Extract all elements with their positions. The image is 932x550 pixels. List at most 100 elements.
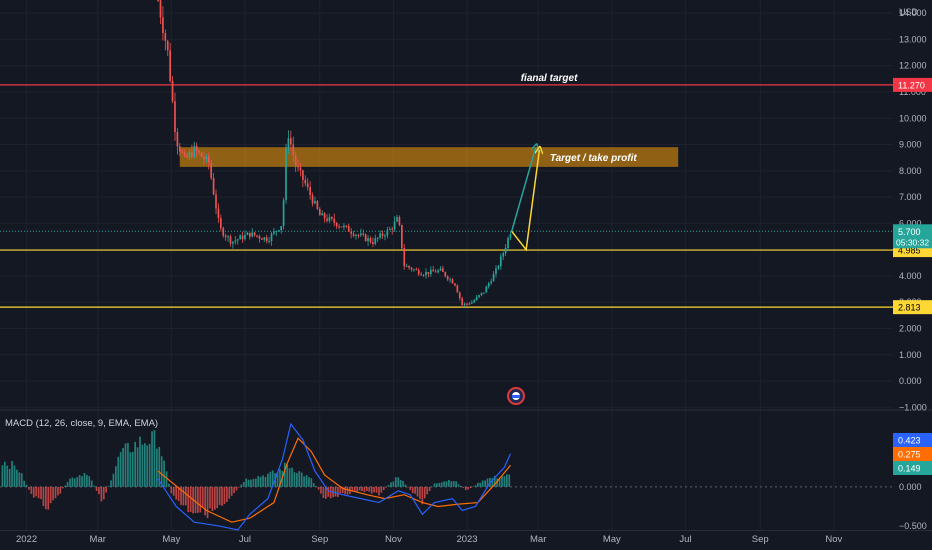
candle-body bbox=[294, 155, 297, 167]
histogram-bar bbox=[201, 486, 204, 508]
candle-body bbox=[287, 138, 290, 149]
histogram-bar bbox=[479, 482, 482, 487]
candle-body bbox=[432, 269, 435, 272]
tradingview-logo[interactable] bbox=[507, 387, 525, 405]
candle-body bbox=[422, 275, 425, 277]
candle-body bbox=[215, 194, 217, 209]
macd-value-tag bbox=[893, 447, 932, 461]
candle-body bbox=[451, 279, 454, 284]
histogram-bar bbox=[452, 481, 455, 487]
target-zone-label: Target / take profit bbox=[550, 153, 638, 164]
histogram-bar bbox=[259, 476, 262, 487]
time-tick-label: May bbox=[603, 534, 621, 545]
candle-body bbox=[379, 233, 381, 238]
histogram-bar bbox=[20, 473, 23, 487]
candle-body bbox=[169, 50, 171, 81]
histogram-bar bbox=[375, 486, 378, 493]
histogram-bar bbox=[448, 479, 450, 487]
histogram-bar bbox=[385, 486, 388, 488]
histogram-bar bbox=[64, 485, 67, 487]
histogram-bar bbox=[211, 486, 214, 512]
time-axis[interactable]: 2022 Mar May Jul Sep Nov 2023 Mar May Jul Sep Nov bbox=[16, 534, 843, 545]
macd-title: MACD (12, 26, close, 9, EMA, EMA) bbox=[5, 418, 158, 429]
price-tick-label: 14.000 bbox=[899, 8, 927, 18]
price-tick-label: 6.000 bbox=[899, 218, 922, 228]
histogram-bar bbox=[182, 486, 185, 506]
histogram-bar bbox=[477, 482, 479, 487]
current-price-text: 5.700 bbox=[898, 227, 921, 237]
candle-body bbox=[309, 187, 311, 195]
candle-body bbox=[427, 271, 430, 275]
histogram-bar bbox=[409, 486, 412, 491]
histogram-bar bbox=[127, 442, 129, 487]
candle-body bbox=[323, 213, 326, 219]
histogram-bar bbox=[308, 477, 310, 487]
macd-value-text: 0.149 bbox=[898, 464, 921, 474]
candle-body bbox=[497, 266, 500, 269]
histogram-bar bbox=[356, 486, 359, 492]
candle-body bbox=[326, 218, 328, 221]
histogram-bar bbox=[411, 486, 414, 494]
histogram-bar bbox=[296, 473, 298, 487]
candle-body bbox=[442, 268, 444, 273]
candle-body bbox=[509, 234, 512, 239]
time-tick-label: 2023 bbox=[456, 534, 477, 545]
histogram-bar bbox=[279, 469, 281, 487]
candle-body bbox=[195, 145, 198, 151]
candle-body bbox=[299, 167, 302, 171]
signal-line bbox=[157, 437, 511, 523]
histogram-bar bbox=[344, 486, 346, 495]
histogram-bar bbox=[57, 486, 59, 496]
grid-lines bbox=[0, 0, 932, 531]
candle-body bbox=[321, 213, 324, 216]
histogram-bar bbox=[382, 486, 385, 491]
candle-body bbox=[234, 240, 237, 242]
histogram-bar bbox=[455, 481, 457, 487]
histogram-bar bbox=[486, 478, 489, 487]
histogram-bar bbox=[35, 486, 38, 497]
candle-body bbox=[193, 145, 196, 157]
price-tick-label: 9.000 bbox=[899, 140, 922, 150]
histogram-bar bbox=[380, 486, 383, 493]
histogram-bar bbox=[310, 478, 313, 487]
candle-body bbox=[417, 269, 420, 275]
histogram-bar bbox=[433, 483, 436, 487]
histogram-bar bbox=[443, 481, 445, 487]
histogram-bar bbox=[407, 486, 409, 488]
histogram-bar bbox=[61, 486, 64, 489]
histogram-bar bbox=[52, 486, 54, 501]
candle-body bbox=[473, 300, 476, 303]
candle-body bbox=[311, 194, 314, 204]
histogram-bar bbox=[462, 486, 465, 488]
candle-body bbox=[347, 225, 350, 232]
histogram-bar bbox=[469, 486, 472, 488]
candle-body bbox=[410, 267, 413, 270]
histogram-bar bbox=[505, 474, 508, 487]
histogram-bar bbox=[69, 478, 71, 487]
histogram-bar bbox=[156, 448, 158, 487]
candle-body bbox=[381, 233, 384, 236]
candle-body bbox=[425, 271, 427, 276]
candle-body bbox=[277, 230, 280, 232]
candle-body bbox=[224, 235, 227, 238]
histogram-bar bbox=[73, 478, 76, 487]
candle-body bbox=[164, 33, 167, 41]
candle-body bbox=[246, 232, 249, 235]
histogram-bar bbox=[346, 486, 349, 495]
histogram-bar bbox=[481, 480, 484, 487]
price-tick-label: 7.000 bbox=[899, 192, 922, 202]
candle-body bbox=[162, 17, 164, 34]
histogram-bar bbox=[78, 475, 81, 487]
macd-tick-label: 0.000 bbox=[899, 482, 922, 492]
histogram-bar bbox=[32, 486, 35, 498]
level-price-text: 2.813 bbox=[898, 303, 921, 313]
candle-body bbox=[273, 231, 275, 234]
candle-body bbox=[222, 228, 225, 236]
candle-body bbox=[333, 218, 336, 223]
histogram-bar bbox=[160, 456, 163, 487]
histogram-bar bbox=[496, 478, 499, 487]
histogram-bar bbox=[445, 481, 448, 487]
histogram-bar bbox=[177, 486, 180, 502]
